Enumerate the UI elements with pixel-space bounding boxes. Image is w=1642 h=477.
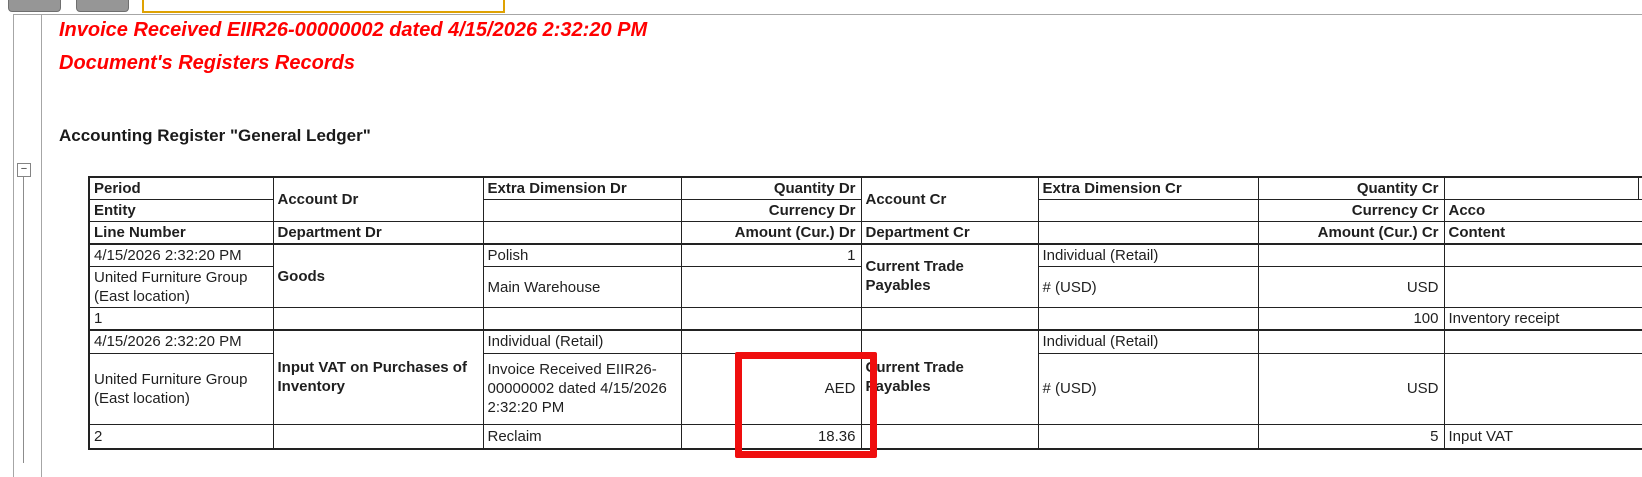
cell-r0-quantity-cr[interactable] [1257,243,1445,267]
header-account-partial[interactable]: Acco [1443,199,1642,222]
header-currency-dr[interactable]: Currency Dr [680,199,862,222]
left-panel-border [13,14,14,477]
cell-r1-blank-a[interactable] [1443,329,1642,354]
cell-r1-currency-cr[interactable]: USD [1257,352,1445,425]
cell-r1-department-dr[interactable] [272,423,484,450]
cell-r1-period[interactable]: 4/15/2026 2:32:20 PM [88,329,274,354]
cell-r0-account-cr[interactable]: Current Trade Payables [860,243,1039,308]
header-extra-dimension-cr[interactable]: Extra Dimension Cr [1037,176,1259,200]
cell-r1-blank-b[interactable] [1443,352,1642,425]
header-account-dr[interactable]: Account Dr [272,176,484,222]
header-entity[interactable]: Entity [88,199,274,222]
header-blank-4[interactable] [1037,199,1259,222]
cell-r0-amount-cur-dr[interactable] [680,307,862,331]
header-quantity-cr[interactable]: Quantity Cr [1257,176,1445,200]
report-title-line1: Invoice Received EIIR26-00000002 dated 4… [59,19,648,41]
header-amount-cur-dr[interactable]: Amount (Cur.) Dr [680,221,862,245]
header-blank-1[interactable] [1443,176,1639,200]
cell-r0-period[interactable]: 4/15/2026 2:32:20 PM [88,243,274,267]
header-extra-dimension-dr[interactable]: Extra Dimension Dr [482,176,682,200]
cell-r0-extra-cr-3[interactable] [1037,307,1259,331]
cell-r1-department-cr[interactable] [860,423,1039,450]
cell-r1-extra-cr-2[interactable]: # (USD) [1037,352,1259,425]
cell-r0-extra-cr-1[interactable]: Individual (Retail) [1037,243,1259,267]
header-content[interactable]: Content [1443,221,1642,245]
cell-r1-quantity-cr[interactable] [1257,329,1445,354]
cell-r1-extra-dr-1[interactable]: Individual (Retail) [482,329,682,354]
header-department-cr[interactable]: Department Cr [860,221,1039,245]
cell-r1-account-cr[interactable]: Current Trade Payables [860,329,1039,425]
cell-r1-extra-dr-3[interactable]: Reclaim [482,423,682,450]
header-account-cr[interactable]: Account Cr [860,176,1039,222]
cell-r1-quantity-dr[interactable] [680,329,862,354]
report-title-line2: Document's Registers Records [59,52,355,74]
cell-r0-content[interactable]: Inventory receipt [1443,307,1642,331]
cell-r1-account-dr[interactable]: Input VAT on Purchases of Inventory [272,329,484,425]
cell-r0-account-dr[interactable]: Goods [272,243,484,308]
header-department-dr[interactable]: Department Dr [272,221,484,245]
collapse-minus-icon[interactable]: − [17,163,31,177]
header-amount-cur-cr[interactable]: Amount (Cur.) Cr [1257,221,1445,245]
cell-r1-extra-cr-3[interactable] [1037,423,1259,450]
cell-r0-amount-cur-cr[interactable]: 100 [1257,307,1445,331]
cell-r1-content[interactable]: Input VAT [1443,423,1642,450]
cell-r0-blank-a[interactable] [1443,243,1642,267]
header-quantity-dr[interactable]: Quantity Dr [680,176,862,200]
cell-r0-currency-dr[interactable] [680,266,862,308]
cell-r0-extra-cr-2[interactable]: # (USD) [1037,266,1259,308]
header-blank-6[interactable] [1037,221,1259,245]
header-blank-5[interactable] [482,221,682,245]
cell-r0-currency-cr[interactable]: USD [1257,266,1445,308]
header-blank-3[interactable] [482,199,682,222]
general-ledger-register-table: Period Account Dr Extra Dimension Dr Qua… [88,176,1642,450]
toolbar-divider [13,14,1642,15]
cell-r1-amount-cur-cr[interactable]: 5 [1257,423,1445,450]
cell-r0-line-number[interactable]: 1 [88,307,274,331]
cell-r0-blank-b[interactable] [1443,266,1642,308]
grouping-tree-line [23,177,24,463]
cell-r0-extra-dr-1[interactable]: Polish [482,243,682,267]
header-line-number[interactable]: Line Number [88,221,274,245]
cell-r0-entity[interactable]: United Furniture Group (East location) [88,266,274,308]
cell-r1-entity[interactable]: United Furniture Group (East location) [88,352,274,425]
cell-r1-extra-dr-2[interactable]: Invoice Received EIIR26-00000002 dated 4… [482,352,682,425]
register-title: Accounting Register "General Ledger" [59,126,371,145]
header-currency-cr[interactable]: Currency Cr [1257,199,1445,222]
cell-r1-amount-cur-dr[interactable]: 18.36 [680,423,862,450]
cell-r1-extra-cr-1[interactable]: Individual (Retail) [1037,329,1259,354]
cell-r1-line-number[interactable]: 2 [88,423,274,450]
cell-r0-department-dr[interactable] [272,307,484,331]
toolbar-button-2[interactable] [76,0,129,12]
cell-r0-department-cr[interactable] [860,307,1039,331]
cell-r0-quantity-dr[interactable]: 1 [680,243,862,267]
toolbar-button-1[interactable] [8,0,61,12]
cell-r0-extra-dr-2[interactable]: Main Warehouse [482,266,682,308]
header-period[interactable]: Period [88,176,274,200]
grouping-gutter-border [41,14,42,477]
header-blank-2[interactable] [1637,176,1642,200]
cell-r0-extra-dr-3[interactable] [482,307,682,331]
cell-r1-currency-dr[interactable]: AED [680,352,862,425]
toolbar-field[interactable] [142,0,505,13]
